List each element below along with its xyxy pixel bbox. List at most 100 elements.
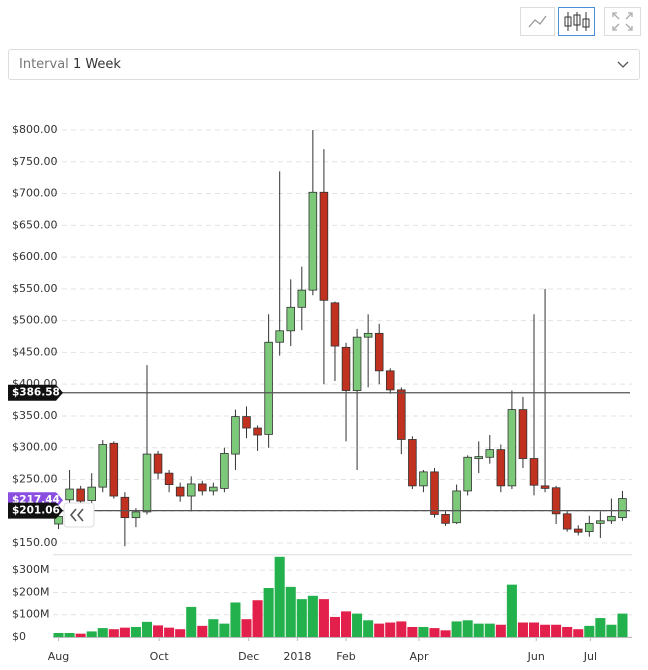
x-tick-label: Feb [336,650,355,663]
volume-bar [352,613,363,637]
candle-body [76,488,85,502]
volume-bar [484,623,495,637]
y-tick-label: $500.00 [12,314,58,327]
volume-bar [307,595,318,637]
y-tick-label: $300.00 [12,441,58,454]
x-tick-label: Apr [409,650,429,663]
candle-body [562,513,572,530]
price-tag [8,502,63,519]
volume-bar [119,627,130,637]
volume-bar [164,627,175,637]
candle-body [242,416,251,429]
volume-tick-label: $300M [12,563,50,576]
candle-body [551,487,561,515]
volume-bar [329,616,340,637]
candle-body [308,191,318,291]
volume-bar [263,587,274,637]
candle-body [518,409,528,459]
candle-body [419,471,428,487]
candle-body [109,442,119,497]
y-tick-label: $450.00 [12,345,58,358]
candle-body [385,370,395,391]
fullscreen-button[interactable] [604,7,641,36]
scroll-back-button[interactable] [63,502,95,528]
candle-icon [564,12,590,31]
volume-bar [75,633,86,637]
candle-body [175,486,185,497]
candle-body [98,444,108,488]
candle-body [120,496,130,519]
volume-bar [108,629,119,637]
x-tick-label: Jul [583,650,597,663]
y-tick-label: $150.00 [12,536,58,549]
candle-body [319,191,329,301]
volume-bar [418,626,429,637]
candle-body [264,341,273,435]
y-tick-label: $750.00 [12,155,58,168]
y-tick-label: $250.00 [12,473,58,486]
toolbar [520,7,641,36]
volume-bar [186,606,197,637]
candle-body [131,511,141,519]
x-tick-label: Aug [48,650,69,663]
chevron [617,61,629,68]
fullscreen-icon [612,12,633,31]
candle-body [529,458,539,486]
candle-body [452,490,461,524]
interval-dropdown[interactable]: Interval 1 Week [8,49,640,80]
candle-body [275,330,284,343]
candle-body [352,336,362,391]
volume-bar [296,599,307,637]
candle-body [253,427,262,436]
volume-bar [385,622,396,637]
volume-bar [517,622,528,637]
candle-body [153,453,163,474]
volume-bar [396,621,407,637]
candle-body [463,456,472,492]
candle-body [198,483,207,492]
volume-bar [197,625,208,637]
volume-bar [219,623,230,637]
volume-bar [429,628,440,637]
candle-body [618,498,627,519]
candle-body [341,346,351,391]
candle-body [573,528,583,533]
candle-body [286,306,296,332]
price-tag [8,384,63,401]
volume-bar [274,556,285,637]
candle-body [474,456,483,459]
candle-body [297,289,307,308]
candle-body [220,453,229,489]
candle-body [507,409,517,487]
volume-bar [506,584,517,637]
candle-body [54,515,63,525]
volume-bar [473,623,484,637]
volume-bar [584,625,595,637]
candle-body [142,453,152,513]
y-tick-label: $600.00 [12,250,58,263]
volume-bar [241,619,252,637]
candle-body [231,416,240,455]
candle-body [209,486,218,492]
candle-body [397,389,406,440]
candle-body [585,522,594,533]
volume-bar [451,621,462,637]
volume-bar [285,586,296,637]
volume-bar [440,630,451,637]
volume-bar [318,599,329,637]
candle-body [87,486,96,501]
volume-bar [130,626,141,637]
volume-bar [595,618,606,637]
volume-bar [551,624,562,637]
candle-body [540,485,550,489]
volume-bar [341,611,352,637]
candle-body [430,471,439,515]
y-tick-label: $550.00 [12,282,58,295]
volume-bar [363,620,374,637]
candle-body [607,515,616,522]
volume-bar [141,621,153,637]
x-tick-label: Dec [238,650,259,663]
candle-body [65,488,74,501]
volume-bar [573,629,584,637]
